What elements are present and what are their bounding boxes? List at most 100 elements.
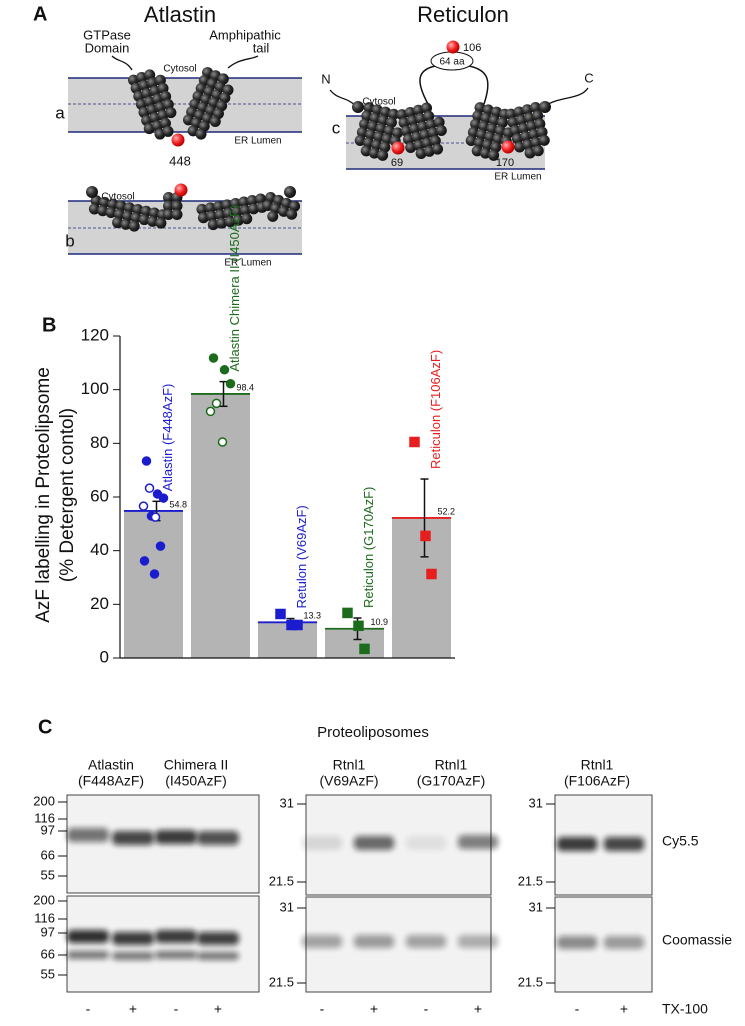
bead [105,206,117,218]
bead [223,207,235,219]
lane-label: TX-100 [662,1001,708,1017]
category-label: Reticulon (G170AzF) [361,487,376,608]
bead [115,200,127,212]
bead [377,149,389,161]
bead [239,204,251,216]
annotation: 170 [496,157,514,169]
bead [224,216,236,228]
bead [238,196,250,208]
bead-label-site [391,141,405,155]
beads [86,40,551,232]
tail [111,55,133,71]
bead [286,208,298,220]
data-point [211,398,222,409]
bead [284,186,296,198]
bead [155,217,167,229]
y-tick-label: 20 [90,594,109,613]
data-point [217,437,228,447]
bead [86,186,98,198]
band [556,936,598,949]
bead [207,219,219,231]
marker-label: 31 [280,899,294,914]
bead [196,203,208,215]
lane-sign: + [474,1001,482,1017]
marker-label: 55 [41,867,55,882]
sample-name: Rtnl1 [333,757,366,773]
band [155,930,197,943]
loop [419,65,436,105]
title: Reticulon [417,2,509,27]
lane-sign: + [214,1001,222,1017]
y-tick-label: 100 [81,379,109,398]
marker-label: 55 [41,966,55,981]
data-point [149,569,160,579]
panel-label: B [42,314,56,336]
band [67,951,109,959]
bead [255,193,267,205]
data-point [155,541,166,551]
data-point [219,365,230,375]
bead [195,128,207,140]
y-axis-title: (% Detergent contol) [57,408,78,582]
data-point [275,608,286,620]
bead [122,210,134,222]
marker-label: 97 [41,822,55,837]
bead [112,217,124,229]
title: Atlastin [144,2,216,27]
marker-label: 21.5 [269,974,294,989]
band [67,930,109,943]
data-point [141,456,152,466]
tail [544,87,589,107]
value-label: 13.3 [304,611,322,621]
bead [267,210,279,222]
tail [227,55,259,69]
band [301,935,343,948]
y-axis-title: AzF labelling in Proteolipsome [33,367,54,623]
sample-name: Atlastin [88,757,134,773]
row-label: Cy5.5 [662,833,699,849]
bar [191,393,250,658]
y-tick-label: 120 [81,325,109,344]
bead [216,217,228,229]
panel-label: C [38,716,52,738]
panel-a: A Atlastin Reticulon GTPase Domain Amphi… [33,2,594,269]
bead-label-site [171,133,185,147]
data-point [158,493,169,503]
value-label: 10.9 [371,617,389,627]
bead [163,192,174,203]
marker-label: 21.5 [518,974,543,989]
annotation: Cytosol [163,64,196,75]
bead [206,210,218,222]
bead [162,125,174,137]
bead [221,199,233,211]
data-point [409,436,420,448]
data-point [342,607,353,619]
annotation: ER Lumen [494,172,541,183]
sample-variant: (I450AzF) [165,773,226,789]
panel-title: Proteoliposomes [317,724,429,741]
band [155,830,197,844]
loop [468,65,489,105]
bead [538,134,550,146]
marker-label: 97 [41,924,55,939]
bead [432,143,444,155]
y-tick-label: 40 [90,540,109,559]
band [112,831,154,845]
bead [246,195,258,207]
bead [123,202,135,214]
sample-name: Rtnl1 [581,757,614,773]
bead [229,197,241,209]
bead [138,214,150,226]
sample-name: Rtnl1 [435,757,468,773]
band [155,951,197,959]
bead [171,209,183,220]
bead [132,203,144,215]
band [603,936,645,949]
data-point [138,501,149,511]
bead [113,208,125,220]
band [353,935,395,948]
bead [163,209,174,220]
annotation: N [321,71,330,86]
bar [325,628,384,658]
